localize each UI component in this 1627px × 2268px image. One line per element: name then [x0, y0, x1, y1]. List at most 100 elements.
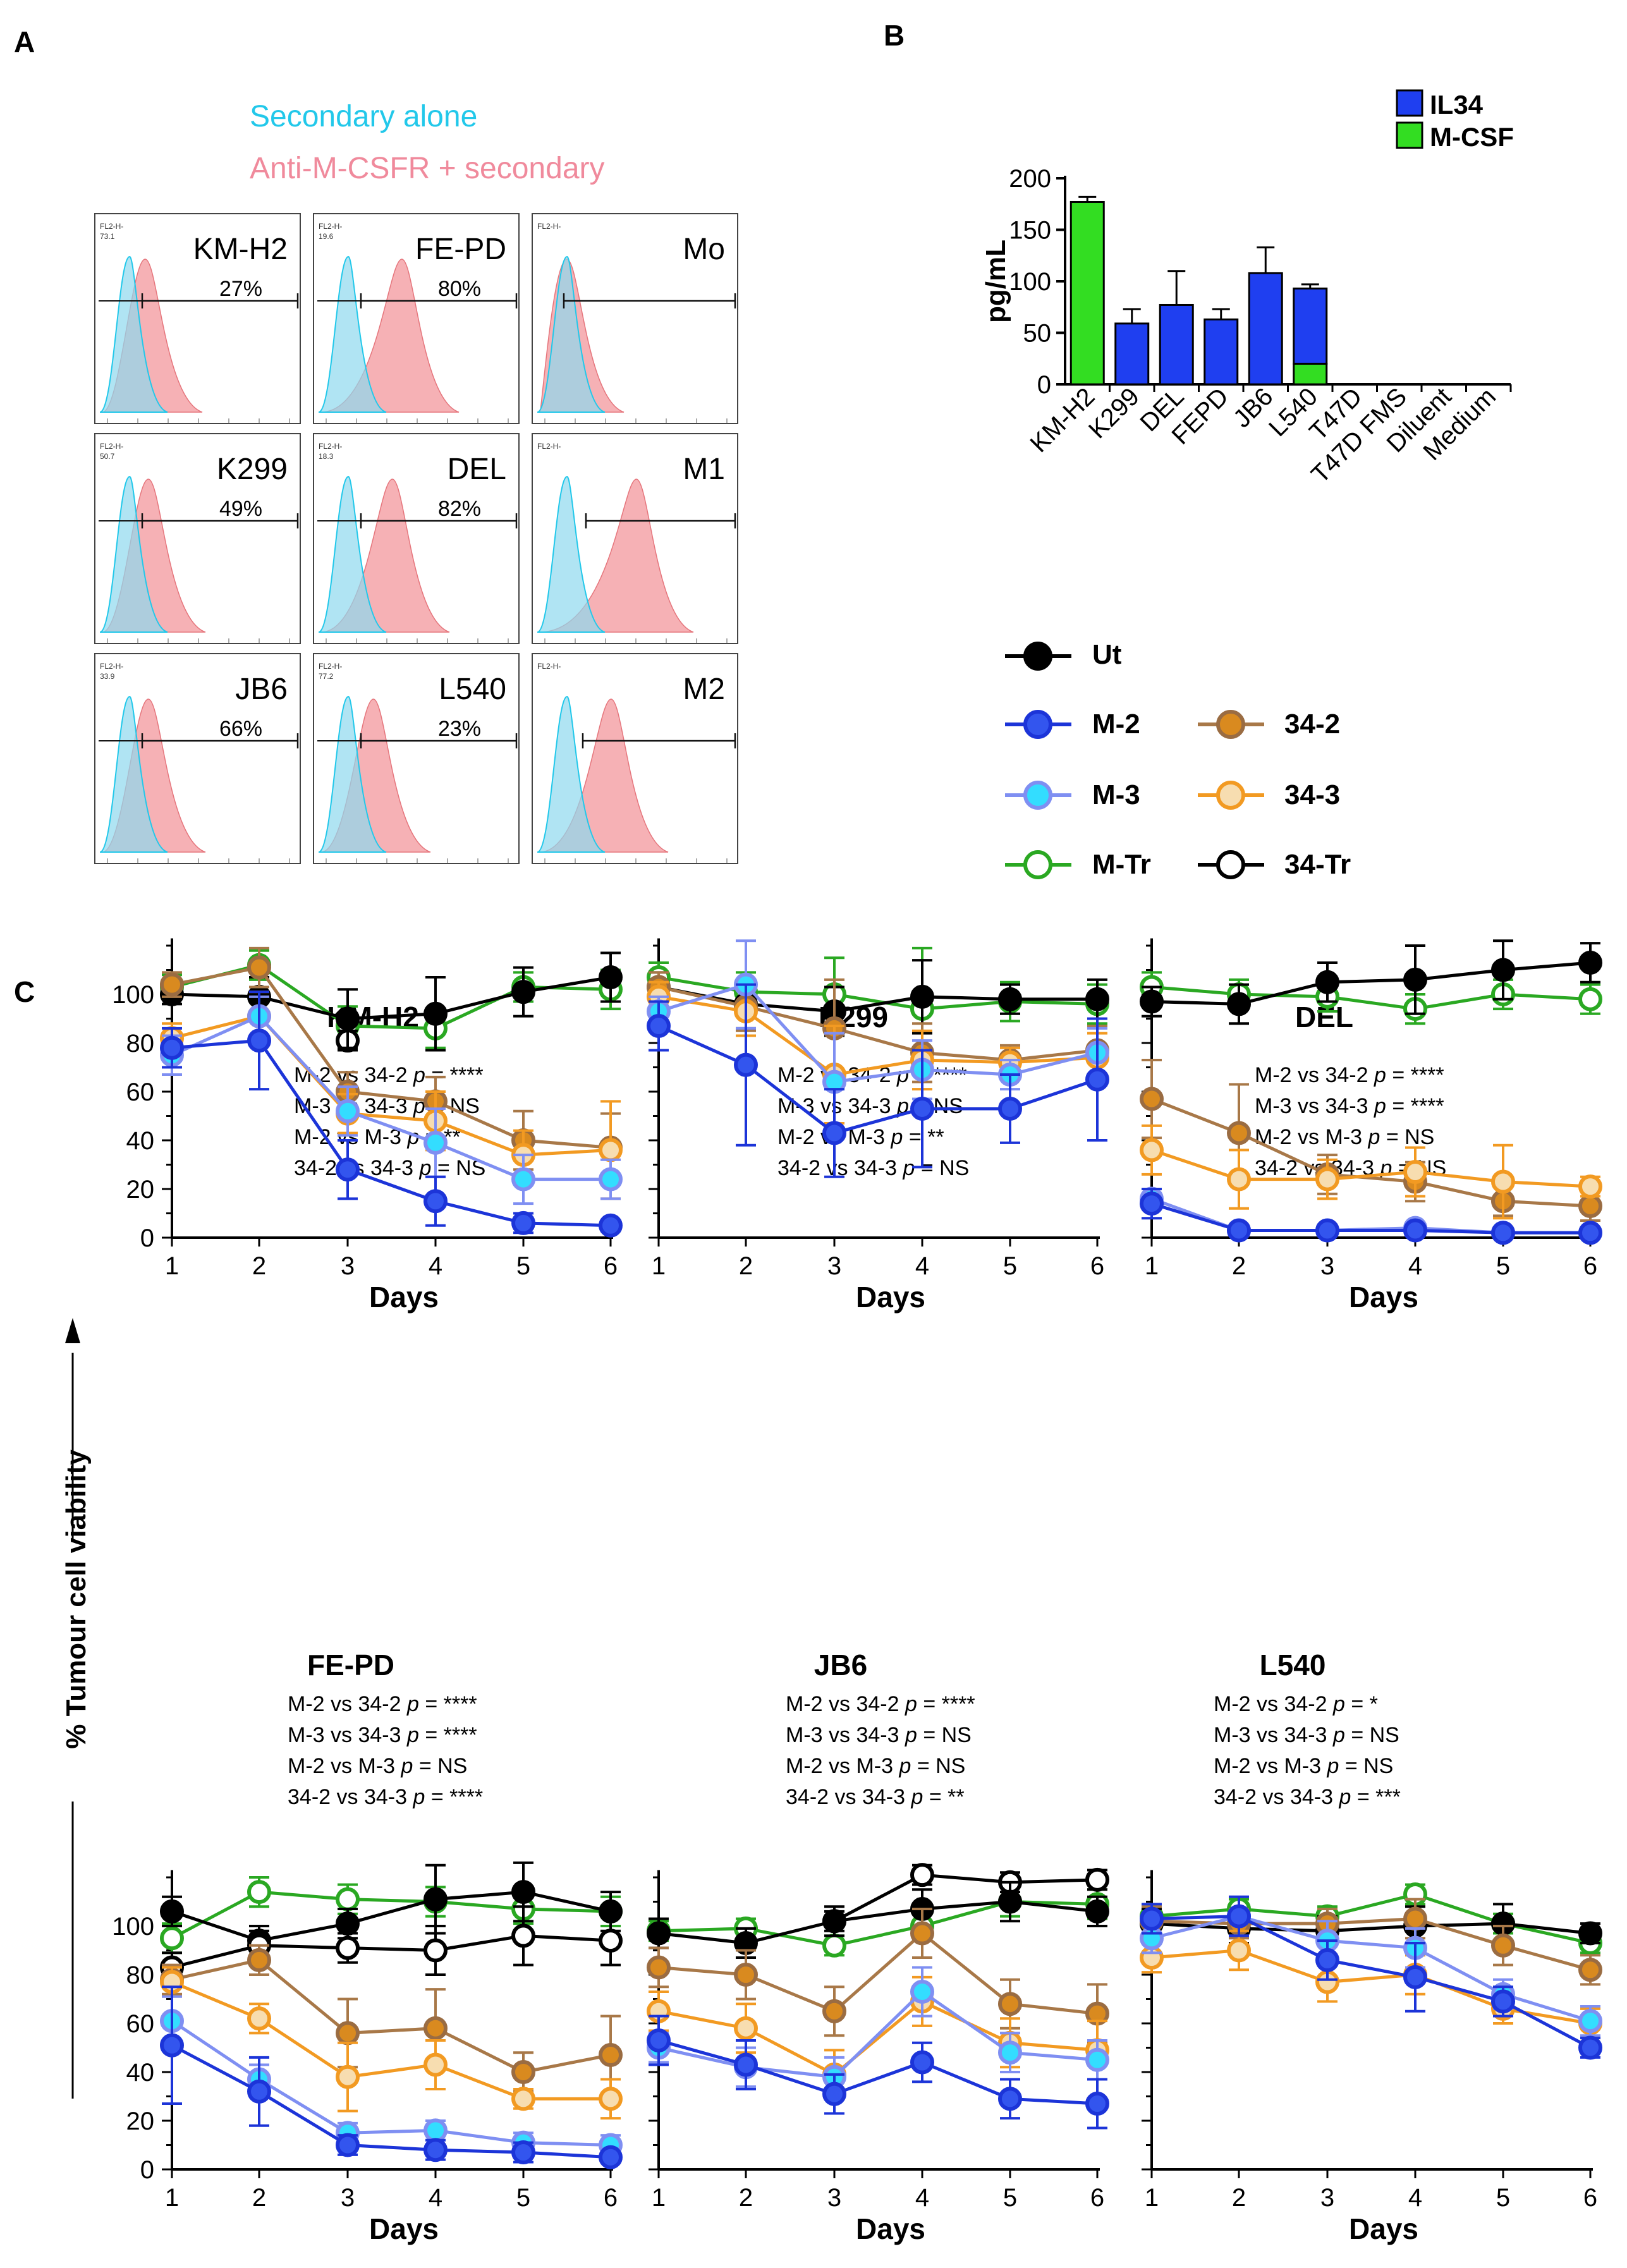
- series-34-3: [647, 1975, 1109, 2100]
- bar-legend: IL34 M-CSF: [1396, 89, 1514, 152]
- x-tick-label: 1: [165, 2184, 179, 2212]
- secondary-histogram: [99, 255, 168, 413]
- x-tick-label: 3: [827, 1252, 841, 1280]
- series-line: [658, 1899, 1098, 1948]
- stat-p: p: [896, 1063, 909, 1087]
- stat-eq: =: [917, 1692, 942, 1716]
- x-axis-title: Days: [856, 1281, 925, 1314]
- series-line: [1151, 1915, 1592, 2049]
- data-point: [1403, 1965, 1427, 1989]
- data-point: [1578, 987, 1602, 1011]
- series-line: [658, 1931, 1098, 2016]
- stat-eq: =: [419, 1723, 444, 1747]
- line-panel-fe-pd: 0 20 40 60 80 100 1 2 3 4 5 6 Days FE-PD M-2 vs 34-2 p…: [112, 1649, 623, 2245]
- series-line: [171, 1890, 611, 1940]
- data-point: [822, 1909, 846, 1934]
- secondary-histogram: [537, 255, 606, 413]
- y-tick-label: 0: [140, 1224, 154, 1252]
- cell-line-name: FE-PD: [415, 233, 506, 266]
- legend-swatch-mcsf: [1396, 121, 1423, 149]
- stat-line: M-3 vs 34-3 p = ****: [1255, 1094, 1444, 1118]
- legend-label-34-tr: 34-Tr: [1284, 849, 1351, 880]
- bar-x-label-k299: K299: [1083, 382, 1145, 444]
- cell-line-name: DEL: [448, 453, 506, 486]
- stat-comparison: 34-2 vs 34-3: [786, 1785, 911, 1809]
- stat-p: p: [1379, 1156, 1392, 1180]
- stat-p: p: [418, 1156, 431, 1180]
- secondary-histogram: [537, 695, 606, 853]
- stat-value: NS: [934, 1094, 963, 1118]
- data-point: [336, 1936, 360, 1960]
- data-point: [1140, 989, 1164, 1014]
- stat-eq: =: [911, 1754, 935, 1778]
- data-point: [1578, 2009, 1602, 2033]
- x-tick-label: 5: [516, 2184, 530, 2212]
- data-point: [910, 2050, 934, 2075]
- stat-value: ****: [449, 1785, 483, 1809]
- cell-line-name: K299: [217, 453, 288, 486]
- legend-label-ut: Ut: [1092, 639, 1122, 670]
- data-point: [247, 1880, 271, 1905]
- bar-il34-l540: [1293, 287, 1328, 365]
- series-line: [1151, 1893, 1591, 1945]
- series-line: [658, 982, 1098, 1084]
- data-point: [1491, 1989, 1515, 2014]
- x-tick-label: 3: [1320, 2184, 1334, 2212]
- stat-line: M-2 vs M-3 p = NS: [1255, 1125, 1434, 1149]
- stat-p: p: [412, 1785, 425, 1809]
- data-point: [998, 2087, 1022, 2111]
- cell-line-name: M2: [683, 673, 725, 706]
- stat-comparison: M-3 vs 34-3: [288, 1723, 407, 1747]
- line-legend: Ut M-2 M-3 M-Tr 34-2 34-3 34-Tr: [1005, 639, 1351, 880]
- legend-marker-mtr: [1023, 850, 1052, 879]
- series-line: [171, 965, 611, 1150]
- series-ut: [1140, 939, 1602, 1025]
- stat-eq: =: [413, 1754, 437, 1778]
- data-point: [1578, 2035, 1602, 2060]
- legend-label-m3: M-3: [1092, 779, 1140, 810]
- data-point: [1227, 1121, 1251, 1145]
- line-panel-l540: 1 2 3 4 5 6 Days L540 M-2 vs 34-2 p = * M-3 vs 34…: [1140, 1649, 1602, 2245]
- data-point: [647, 1955, 671, 1980]
- data-point: [424, 1887, 448, 1911]
- series-line: [171, 1014, 611, 1181]
- series-line: [1151, 961, 1591, 1006]
- data-point: [1403, 967, 1427, 992]
- gate-percent: 18.3: [319, 452, 334, 461]
- stat-p: p: [902, 1156, 915, 1180]
- y-tick-label: 40: [126, 2059, 155, 2087]
- cell-line-percent: 27%: [219, 277, 262, 301]
- series-34-tr: [160, 1905, 623, 1984]
- data-point: [1227, 992, 1251, 1016]
- legend-swatch-il34: [1396, 89, 1423, 117]
- series-line: [1151, 1922, 1591, 1936]
- panel-title: FE-PD: [307, 1649, 394, 1681]
- x-tick-label: 1: [165, 1252, 179, 1280]
- stat-line: M-3 vs 34-3 p = NS: [786, 1723, 972, 1747]
- stat-comparison: M-2 vs 34-2: [1255, 1063, 1374, 1087]
- data-point: [511, 2087, 535, 2111]
- x-tick-label: 3: [827, 2184, 841, 2212]
- bar-il34-jb6: [1248, 272, 1283, 386]
- data-point: [1403, 1906, 1427, 1931]
- gate-percent: 77.2: [319, 672, 334, 681]
- data-point: [424, 1189, 448, 1214]
- x-tick-label: 5: [516, 1252, 530, 1280]
- stat-p: p: [890, 1125, 903, 1149]
- stat-line: M-2 vs 34-2 p = *: [1214, 1692, 1378, 1716]
- stat-line: 34-2 vs 34-3 p = **: [786, 1785, 965, 1809]
- data-point: [599, 2145, 623, 2169]
- stat-line: M-2 vs 34-2 p = ****: [288, 1692, 477, 1716]
- stat-p: p: [1332, 1692, 1345, 1716]
- panel-title: JB6: [814, 1649, 867, 1681]
- panel-a-letter: A: [14, 25, 35, 58]
- stat-value: ****: [942, 1692, 975, 1716]
- legend-marker-34-2: [1216, 710, 1245, 739]
- data-point: [647, 2028, 671, 2052]
- data-point: [822, 1933, 846, 1958]
- stat-p: p: [1332, 1723, 1345, 1747]
